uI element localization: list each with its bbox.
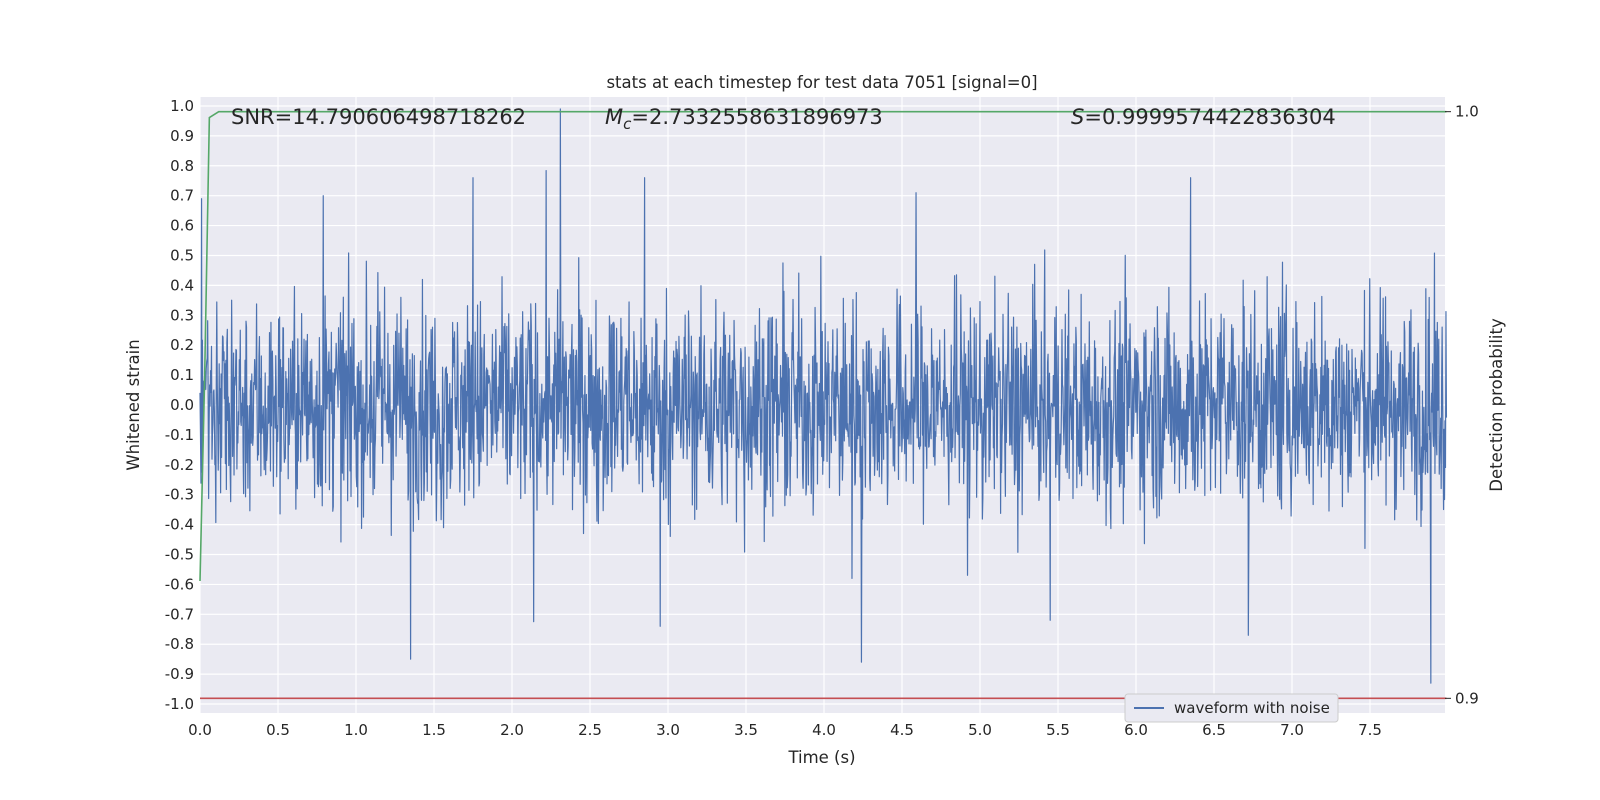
score-value: =0.9999574422836304: [1084, 105, 1335, 129]
legend-label-waveform: waveform with noise: [1174, 699, 1330, 717]
y-tick-label: -0.1: [165, 426, 194, 444]
y-tick-label: 0.8: [170, 157, 194, 175]
y-tick-label: -0.7: [165, 605, 194, 623]
y-tick-label: 0.9: [170, 127, 194, 145]
x-tick-label: 4.5: [890, 721, 914, 739]
y-tick-label: 0.2: [170, 336, 194, 354]
y-tick-label: 0.3: [170, 306, 194, 324]
y-axis-ticks: 1.0 0.9 0.8 0.7 0.6 0.5 0.4 0.3 0.2 0.1 0.0 -0.1 -0.…: [165, 97, 194, 713]
y-tick-label: 0.7: [170, 187, 194, 205]
chirp-mass-annotation: Mc=2.7332558631896973: [605, 105, 883, 133]
legend: waveform with noise: [1124, 693, 1339, 723]
y-tick-label: -0.9: [165, 665, 194, 683]
chirp-mass-symbol: M: [605, 105, 623, 129]
x-tick-label: 5.5: [1046, 721, 1070, 739]
y2-tick-label: 1.0: [1455, 103, 1479, 121]
x-tick-label: 4.0: [812, 721, 836, 739]
x-tick-label: 7.0: [1280, 721, 1304, 739]
legend-box: [1124, 693, 1339, 723]
y-tick-label: 0.1: [170, 366, 194, 384]
x-axis-ticks: 0.0 0.5 1.0 1.5 2.0 2.5 3.0 3.5 4.0 4.5 5.0 5.5 6.0 6…: [188, 721, 1382, 739]
x-tick-label: 2.5: [578, 721, 602, 739]
y2-tick-label: 0.9: [1455, 689, 1479, 707]
x-tick-label: 3.5: [734, 721, 758, 739]
y-tick-label: -0.6: [165, 575, 194, 593]
y-tick-label: -0.5: [165, 546, 194, 564]
x-tick-label: 5.0: [968, 721, 992, 739]
x-tick-label: 1.5: [422, 721, 446, 739]
y-tick-label: -0.2: [165, 456, 194, 474]
y-tick-label: 0.0: [170, 396, 194, 414]
x-tick-label: 0.0: [188, 721, 212, 739]
y-tick-label: 0.4: [170, 276, 194, 294]
y-axis-label: Whitened strain: [124, 339, 143, 470]
x-tick-label: 1.0: [344, 721, 368, 739]
x-tick-label: 0.5: [266, 721, 290, 739]
y-tick-label: -0.4: [165, 516, 194, 534]
x-tick-label: 2.0: [500, 721, 524, 739]
y-tick-label: 0.6: [170, 217, 194, 235]
y-tick-label: -1.0: [165, 695, 194, 713]
x-axis-label: Time (s): [787, 748, 855, 767]
y-tick-label: 0.5: [170, 246, 194, 264]
chart-title: stats at each timestep for test data 705…: [606, 73, 1037, 92]
x-tick-label: 3.0: [656, 721, 680, 739]
detection-probability-line: [199, 110, 1447, 582]
y-tick-label: -0.3: [165, 486, 194, 504]
snr-annotation: SNR=14.790606498718262: [231, 105, 526, 129]
y2-axis-label: Detection probability: [1487, 318, 1506, 492]
chirp-mass-subscript: c: [623, 115, 632, 133]
chirp-mass-value: =2.7332558631896973: [631, 105, 882, 129]
y-tick-label: -0.8: [165, 635, 194, 653]
x-tick-label: 6.0: [1124, 721, 1148, 739]
score-annotation: S=0.9999574422836304: [1071, 105, 1336, 129]
score-symbol: S: [1071, 105, 1084, 129]
x-tick-label: 6.5: [1202, 721, 1226, 739]
y2-axis-ticks: 1.0 0.9: [1445, 103, 1479, 707]
waveform-line: [199, 108, 1448, 684]
y-tick-label: 1.0: [170, 97, 194, 115]
x-tick-label: 7.5: [1358, 721, 1382, 739]
